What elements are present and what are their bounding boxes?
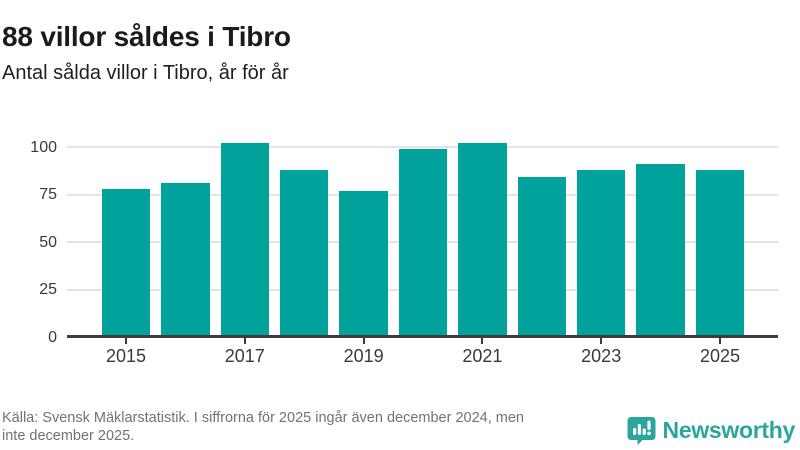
- bar-2025: [695, 169, 745, 337]
- x-tick-label-2017: 2017: [224, 346, 265, 366]
- y-tick-label-25: 25: [39, 281, 57, 298]
- y-tick-label-50: 50: [39, 233, 57, 251]
- x-tick-2019: [362, 338, 365, 344]
- x-axis-line: [67, 335, 778, 338]
- x-tick-2025: [719, 338, 721, 344]
- bar-2018: [279, 169, 329, 337]
- x-tick-label-2021: 2021: [462, 346, 503, 366]
- x-tick-2017: [243, 338, 246, 344]
- source-note-line1: Källa: Svensk Mäklarstatistik. I siffror…: [2, 410, 524, 426]
- source-note: Källa: Svensk Mäklarstatistik. I siffror…: [2, 409, 647, 445]
- bar-2015: [101, 188, 151, 337]
- x-tick-2023: [600, 338, 603, 344]
- bar-2024: [636, 164, 685, 337]
- newsworthy-logo: Newsworthy: [627, 416, 795, 445]
- y-tick-label-0: 0: [48, 328, 57, 346]
- bar-2021: [458, 143, 507, 337]
- plot-area: [67, 135, 778, 337]
- chart-title: 88 villor såldes i Tibro: [2, 20, 291, 52]
- x-tick-2021: [481, 338, 484, 344]
- x-tick-label-2025: 2025: [699, 346, 741, 366]
- bar-2016: [161, 183, 210, 337]
- newsworthy-wordmark: Newsworthy: [662, 417, 796, 443]
- chart-subtitle: Antal sålda villor i Tibro, år för år: [2, 62, 289, 84]
- bar-2022: [517, 177, 567, 337]
- source-note-line2: inte december 2025.: [2, 428, 135, 444]
- y-tick-label-75: 75: [39, 186, 57, 203]
- x-tick-label-2023: 2023: [581, 346, 622, 366]
- gridline-100: [67, 146, 778, 148]
- y-axis-labels: 0 25 50 75 100: [0, 135, 57, 346]
- bar-2019: [339, 190, 388, 337]
- x-tick-label-2019: 2019: [343, 346, 384, 366]
- bar-2017: [220, 143, 270, 337]
- y-tick-label-100: 100: [30, 138, 57, 156]
- x-tick-label-2015: 2015: [105, 346, 147, 366]
- bar-2023: [576, 169, 626, 337]
- x-tick-2015: [125, 338, 127, 344]
- newsworthy-bar-chart-bubble-icon: [627, 416, 656, 445]
- bar-2020: [398, 148, 448, 337]
